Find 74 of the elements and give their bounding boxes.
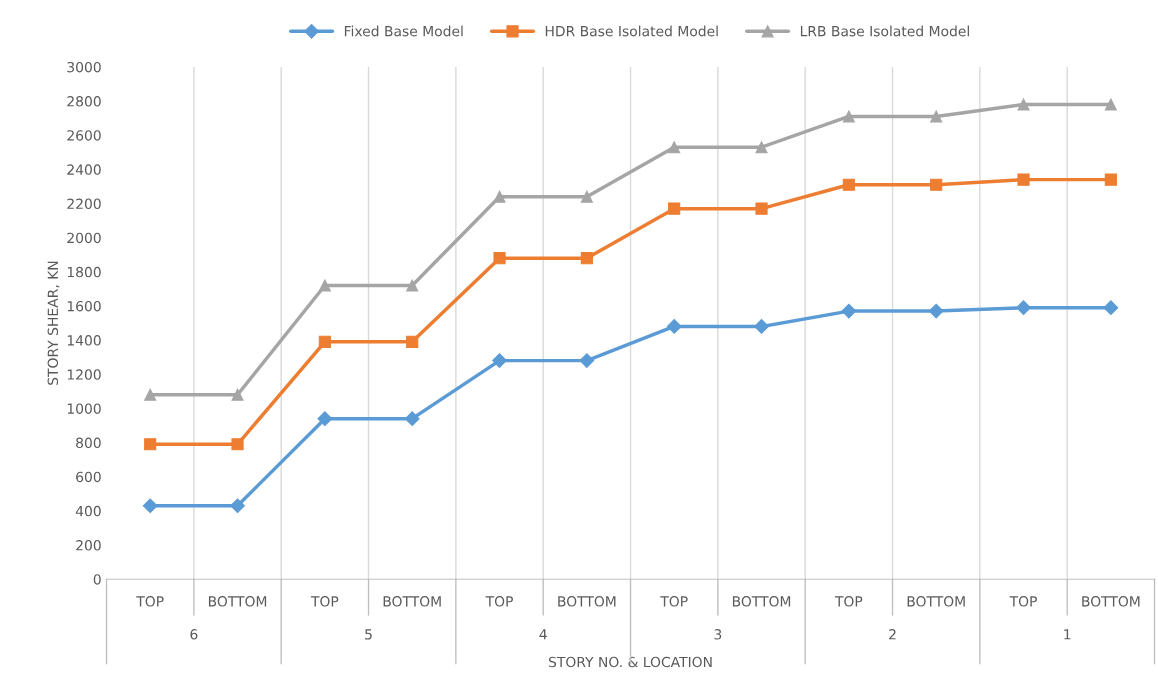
- point: [930, 110, 943, 123]
- point: [318, 279, 331, 292]
- y-tick-label: 200: [76, 540, 101, 551]
- point: [841, 303, 857, 319]
- point: [317, 411, 333, 427]
- y-tick-label: 2200: [67, 198, 101, 210]
- y-tick-label: 1400: [67, 335, 101, 346]
- text: 2: [889, 629, 896, 640]
- legend-label: LRB Base Isolated Model: [800, 25, 969, 37]
- point: [493, 252, 506, 265]
- point: [579, 353, 595, 369]
- x-tick-label: BOTTOM: [558, 596, 616, 607]
- point: [231, 438, 244, 451]
- y-tick-label: 1200: [67, 369, 101, 380]
- point: [842, 178, 855, 191]
- point: [1016, 300, 1031, 316]
- point: [1103, 300, 1119, 316]
- y-tick-label: 600: [76, 471, 101, 483]
- point: [754, 319, 769, 334]
- y-tick-label: 3000: [67, 61, 101, 73]
- point: [404, 411, 420, 427]
- point: [230, 498, 245, 514]
- y-axis-title: STORY SHEAR, KN: [47, 261, 60, 385]
- point: [318, 335, 331, 348]
- text: 3: [714, 629, 722, 640]
- legend-label: Fixed Base Model: [344, 25, 463, 37]
- point: [406, 279, 419, 292]
- point: [231, 388, 244, 401]
- y-tick-label: 800: [76, 437, 101, 449]
- text: 6: [190, 629, 198, 640]
- x-tick-label: TOP: [485, 596, 513, 607]
- text: 4: [539, 629, 547, 640]
- legend-label: HDR Base Isolated Model: [545, 25, 718, 37]
- point: [1104, 173, 1117, 186]
- point: [580, 190, 593, 203]
- text: 5: [365, 629, 372, 640]
- point: [842, 110, 855, 123]
- y-tick-label: 1800: [67, 266, 101, 278]
- x-tick-label: BOTTOM: [1082, 596, 1140, 607]
- x-tick-label: TOP: [1009, 596, 1037, 607]
- point: [142, 498, 158, 514]
- point: [928, 303, 944, 319]
- y-tick-label: 0: [93, 574, 101, 585]
- y-tick-label: 1600: [67, 300, 101, 312]
- y-tick-label: 2400: [67, 164, 101, 175]
- point: [666, 319, 682, 334]
- point: [1104, 98, 1117, 111]
- point: [580, 252, 593, 265]
- y-tick-label: 400: [75, 505, 101, 517]
- y-tick-label: 1000: [67, 403, 101, 414]
- point: [492, 353, 507, 369]
- point: [144, 388, 157, 401]
- x-tick-label: BOTTOM: [732, 596, 791, 607]
- point: [144, 438, 157, 451]
- point: [1017, 173, 1030, 186]
- x-tick-label: TOP: [310, 596, 339, 607]
- x-tick-label: BOTTOM: [208, 596, 267, 607]
- point: [930, 178, 943, 191]
- y-tick-label: 2800: [67, 96, 101, 107]
- y-tick-label: 2600: [67, 130, 101, 141]
- x-tick-label: TOP: [660, 596, 688, 607]
- point: [493, 190, 506, 203]
- x-tick-label: TOP: [834, 596, 863, 607]
- y-tick-label: 2000: [67, 232, 101, 244]
- x-tick-label: BOTTOM: [383, 596, 441, 607]
- x-tick-label: TOP: [136, 596, 164, 607]
- text: 1: [1064, 629, 1071, 640]
- point: [668, 202, 681, 215]
- point: [755, 202, 768, 215]
- point: [406, 335, 419, 348]
- point: [1017, 98, 1030, 111]
- point: [755, 141, 768, 154]
- point: [668, 141, 681, 154]
- x-tick-label: BOTTOM: [907, 596, 965, 607]
